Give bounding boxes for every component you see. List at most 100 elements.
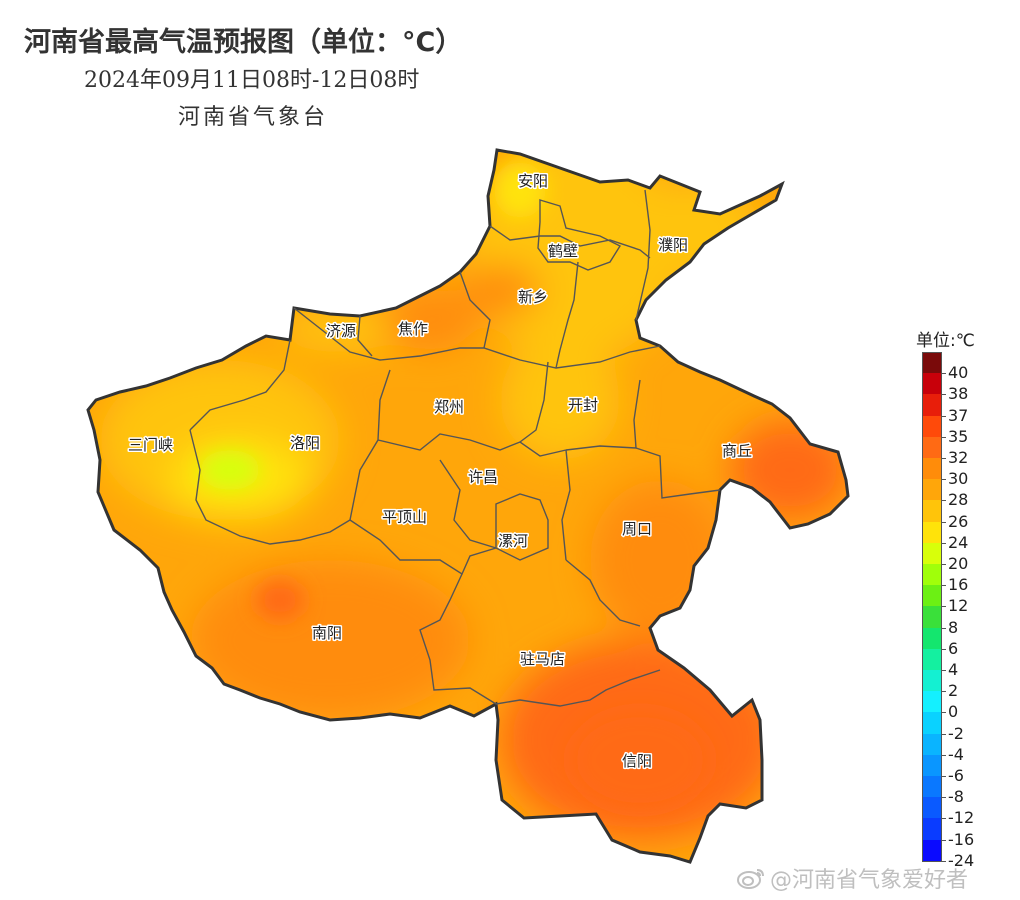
city-label-zhumadian: 驻马店 [520, 650, 565, 668]
legend-color-box [922, 839, 942, 861]
legend-label: 16 [948, 575, 969, 595]
legend-tick [940, 606, 946, 608]
legend-label: 12 [948, 596, 969, 616]
boundary-pingdingshan-south [349, 519, 497, 576]
legend-label: 20 [948, 554, 969, 573]
legend-tick [940, 627, 946, 629]
legend-label: 2 [948, 681, 959, 701]
zone-jiyuan-26 [280, 308, 400, 352]
city-label-sanmenxia: 三门峡 [128, 436, 173, 454]
boundary-jiyuan [357, 315, 373, 357]
legend-label: -16 [948, 829, 975, 849]
city-label-luoyang: 洛阳 [290, 434, 320, 452]
legend-label: 35 [948, 426, 969, 446]
legend-tick [940, 394, 946, 396]
legend-tick [940, 585, 946, 587]
legend-label: -4 [948, 744, 964, 764]
legend-label: 6 [948, 638, 959, 658]
boundary-zhengzhou-kaifeng [519, 361, 549, 443]
boundary-xuchang-east [561, 449, 571, 561]
boundary-xinyang-north [495, 669, 661, 707]
legend-tick [940, 797, 946, 799]
legend-tick [940, 373, 946, 375]
legend-label: 40 [948, 363, 969, 383]
legend-tick [940, 691, 946, 693]
legend-tick [940, 818, 946, 820]
city-label-xuchang: 许昌 [468, 468, 498, 486]
legend-unit-label: 单位:℃ [916, 331, 975, 351]
legend-label: -8 [948, 787, 964, 807]
city-labels: 安阳 鹤壁 濮阳 新乡 济源 焦作 郑州 开封 三门峡 洛阳 商丘 许昌 平顶山… [127, 171, 754, 772]
zone-anyang-24 [494, 162, 546, 218]
zone-xinxiang-30 [460, 264, 540, 316]
legend-label: -24 [948, 850, 975, 870]
boundary-shangqiu-south [635, 447, 721, 499]
legend-label: 8 [948, 617, 959, 637]
legend-color-box [922, 627, 942, 649]
zone-xinyang-core-32 [570, 710, 710, 810]
legend-label: 38 [948, 384, 969, 404]
legend-tick [940, 839, 946, 841]
city-label-shangqiu: 商丘 [722, 442, 752, 460]
boundary-sanmenxia-south [189, 429, 351, 545]
issuer-name: 河南省气象台 [178, 105, 329, 130]
legend-label: 28 [948, 490, 969, 510]
zone-nanyang-32 [256, 580, 304, 620]
boundary-anyang [489, 225, 651, 259]
boundary-yellow-river [293, 307, 661, 369]
boundary-zhoukou-zhumadian [565, 559, 641, 627]
legend-tick [940, 564, 946, 565]
zone-jiaozuo-30 [385, 290, 475, 350]
legend-color-box [922, 754, 942, 776]
legend-color-box [922, 458, 942, 480]
map-title: 河南省最高气温预报图（单位：°C） [24, 27, 463, 58]
legend-color-box [922, 648, 942, 670]
weibo-icon [737, 869, 764, 889]
forecast-period: 2024年09月11日08时-12日08时 [84, 68, 420, 93]
legend-color-box [922, 606, 942, 628]
legend-label: -6 [948, 766, 964, 785]
legend-tick [940, 458, 946, 459]
legend-color-box [922, 394, 942, 416]
legend-tick [940, 712, 946, 714]
zone-shangqiu-32 [730, 420, 848, 520]
boundary-hebi [537, 199, 622, 271]
city-label-zhengzhou: 郑州 [434, 398, 464, 416]
boundary-luohe [495, 493, 549, 561]
legend-label: -2 [948, 723, 964, 743]
legend-tick [940, 542, 946, 544]
legend-label: 37 [948, 405, 969, 425]
boundary-puyang-west [635, 189, 651, 321]
boundary-zhengzhou-south [377, 433, 567, 457]
legend-tick [940, 733, 946, 735]
legend-color-box [922, 373, 942, 395]
legend-label: 0 [948, 702, 959, 722]
boundary-xinxiang-west [459, 271, 491, 349]
legend-color-box [922, 670, 942, 692]
legend-color-box [922, 691, 942, 713]
city-label-pingdingshan: 平顶山 [382, 508, 427, 526]
city-label-zhoukou: 周口 [622, 520, 652, 538]
legend-tick [940, 500, 946, 502]
legend-label: 4 [948, 660, 959, 679]
legend-tick [940, 415, 946, 417]
legend-tick [940, 860, 946, 862]
color-legend: 40 38 37 35 32 30 28 26 24 20 16 12 8 6 4 2 0 -2 -4 -6 -8 -12… [918, 352, 998, 872]
city-label-xinyang: 信阳 [622, 752, 652, 770]
legend-color-box [922, 733, 942, 755]
legend-color-box [922, 585, 942, 607]
legend-color-box [922, 818, 942, 840]
city-label-hebi: 鹤壁 [548, 242, 578, 260]
legend-label: 30 [948, 469, 969, 489]
zone-kaifeng-26 [500, 340, 620, 460]
legend-label: -12 [948, 808, 975, 828]
legend-tick [940, 648, 946, 650]
city-label-nanyang: 南阳 [312, 624, 342, 642]
watermark: @河南省气象爱好者 [736, 862, 968, 894]
legend-color-box [922, 542, 942, 564]
legend-color-box [922, 521, 942, 543]
temperature-field [88, 150, 848, 862]
legend-bottom-border [922, 860, 942, 862]
city-boundaries [189, 189, 721, 707]
